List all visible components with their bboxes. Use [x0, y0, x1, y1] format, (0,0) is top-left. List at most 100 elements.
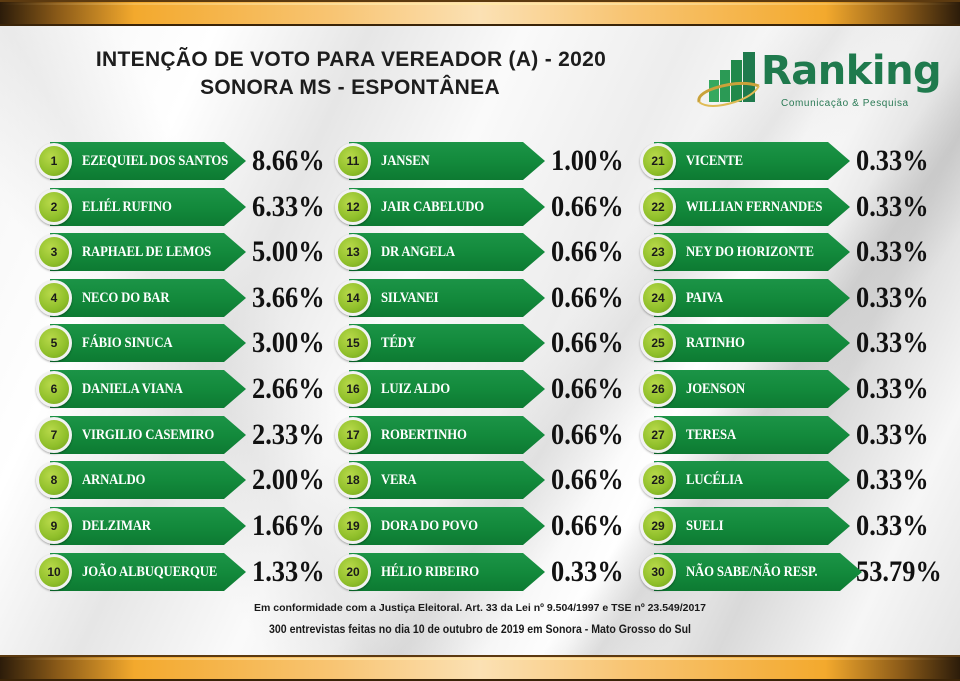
rank-badge: 7 — [36, 417, 72, 453]
rank-badge: 13 — [335, 234, 371, 270]
arrow-label-bg — [50, 188, 246, 226]
vote-percentage: 0.33% — [856, 281, 929, 314]
arrow-label-bg — [349, 416, 545, 454]
rank-badge: 11 — [335, 143, 371, 179]
vote-percentage: 53.79% — [856, 555, 942, 588]
candidate-name: DR ANGELA — [381, 244, 455, 260]
logo-tagline: Comunicação & Pesquisa — [781, 98, 909, 109]
rank-badge: 10 — [36, 554, 72, 590]
vote-percentage: 0.33% — [856, 463, 929, 496]
rank-badge: 17 — [335, 417, 371, 453]
ranking-row: 19 DORA DO POVO 0.66% — [335, 507, 635, 545]
candidate-name: SILVANEI — [381, 290, 439, 306]
candidate-name: WILLIAN FERNANDES — [686, 199, 823, 215]
rank-badge: 8 — [36, 462, 72, 498]
vote-percentage: 1.00% — [551, 144, 624, 177]
vote-percentage: 0.66% — [551, 190, 624, 223]
candidate-name: ARNALDO — [82, 472, 146, 488]
ranking-row: 8 ARNALDO 2.00% — [36, 461, 336, 499]
ranking-row: 28 LUCÉLIA 0.33% — [640, 461, 950, 499]
arrow-label-bg — [349, 324, 545, 362]
vote-percentage: 2.00% — [252, 463, 325, 496]
vote-percentage: 0.33% — [856, 326, 929, 359]
arrow-label-bg — [654, 142, 850, 180]
arrow-label-bg — [50, 416, 246, 454]
arrow-label-bg — [349, 370, 545, 408]
rank-badge: 18 — [335, 462, 371, 498]
vote-percentage: 1.66% — [252, 509, 325, 542]
legal-notice: Em conformidade com a Justiça Eleitoral.… — [254, 602, 706, 614]
candidate-name: SUELI — [686, 518, 724, 534]
arrow-label-bg — [349, 188, 545, 226]
bar-chart-logo-icon — [697, 52, 760, 107]
rank-badge: 15 — [335, 325, 371, 361]
vote-percentage: 0.66% — [551, 463, 624, 496]
methodology-note: 300 entrevistas feitas no dia 10 de outu… — [269, 622, 691, 636]
rank-badge: 27 — [640, 417, 676, 453]
rank-badge: 20 — [335, 554, 371, 590]
ranking-row: 4 NECO DO BAR 3.66% — [36, 279, 336, 317]
ranking-row: 29 SUELI 0.33% — [640, 507, 950, 545]
arrow-label-bg — [349, 507, 545, 545]
ranking-logo: Ranking Comunicação & Pesquisa — [695, 48, 942, 118]
ranking-row: 5 FÁBIO SINUCA 3.00% — [36, 324, 336, 362]
candidate-name: VERA — [381, 472, 417, 488]
vote-percentage: 0.66% — [551, 281, 624, 314]
arrow-label-bg — [654, 507, 850, 545]
ranking-row: 21 VICENTE 0.33% — [640, 142, 950, 180]
vote-percentage: 0.33% — [856, 144, 929, 177]
ranking-row: 25 RATINHO 0.33% — [640, 324, 950, 362]
candidate-name: HÉLIO RIBEIRO — [381, 564, 480, 580]
rank-badge: 29 — [640, 508, 676, 544]
ranking-row: 7 VIRGILIO CASEMIRO 2.33% — [36, 416, 336, 454]
arrow-label-bg — [50, 507, 246, 545]
candidate-name: RATINHO — [686, 335, 745, 351]
ranking-row: 14 SILVANEI 0.66% — [335, 279, 635, 317]
candidate-name: JAIR CABELUDO — [381, 199, 484, 215]
logo-wordmark: Ranking — [761, 48, 942, 94]
candidate-name: TERESA — [686, 427, 737, 443]
rank-badge: 14 — [335, 280, 371, 316]
candidate-name: ROBERTINHO — [381, 427, 467, 443]
candidate-name: NEY DO HORIZONTE — [686, 244, 814, 260]
rank-badge: 9 — [36, 508, 72, 544]
arrow-label-bg — [654, 416, 850, 454]
candidate-name: LUCÉLIA — [686, 472, 743, 488]
vote-percentage: 3.66% — [252, 281, 325, 314]
vote-percentage: 0.33% — [551, 555, 624, 588]
rank-badge: 5 — [36, 325, 72, 361]
rank-badge: 21 — [640, 143, 676, 179]
candidate-name: DORA DO POVO — [381, 518, 478, 534]
candidate-name: VIRGILIO CASEMIRO — [82, 427, 215, 443]
arrow-label-bg — [654, 188, 850, 226]
ranking-row: 24 PAIVA 0.33% — [640, 279, 950, 317]
candidate-name: EZEQUIEL DOS SANTOS — [82, 153, 229, 169]
ranking-row: 9 DELZIMAR 1.66% — [36, 507, 336, 545]
arrow-label-bg — [349, 553, 545, 591]
ranking-row: 15 TÉDY 0.66% — [335, 324, 635, 362]
arrow-label-bg — [654, 324, 850, 362]
ranking-row: 3 RAPHAEL DE LEMOS 5.00% — [36, 233, 336, 271]
candidate-name: PAIVA — [686, 290, 723, 306]
bottom-gold-border — [0, 655, 960, 681]
arrow-label-bg — [654, 461, 850, 499]
candidate-name: TÉDY — [381, 335, 416, 351]
vote-percentage: 8.66% — [252, 144, 325, 177]
vote-percentage: 0.66% — [551, 418, 624, 451]
ranking-row: 23 NEY DO HORIZONTE 0.33% — [640, 233, 950, 271]
candidate-name: DELZIMAR — [82, 518, 151, 534]
ranking-row: 18 VERA 0.66% — [335, 461, 635, 499]
top-gold-border — [0, 0, 960, 26]
ranking-row: 2 ELIÉL RUFINO 6.33% — [36, 188, 336, 226]
vote-percentage: 5.00% — [252, 235, 325, 268]
candidate-name: JANSEN — [381, 153, 430, 169]
rank-badge: 26 — [640, 371, 676, 407]
vote-percentage: 1.33% — [252, 555, 325, 588]
candidate-name: DANIELA VIANA — [82, 381, 183, 397]
vote-percentage: 2.66% — [252, 372, 325, 405]
candidate-name: ELIÉL RUFINO — [82, 199, 172, 215]
rank-badge: 3 — [36, 234, 72, 270]
arrow-label-bg — [349, 461, 545, 499]
ranking-row: 20 HÉLIO RIBEIRO 0.33% — [335, 553, 635, 591]
vote-percentage: 3.00% — [252, 326, 325, 359]
